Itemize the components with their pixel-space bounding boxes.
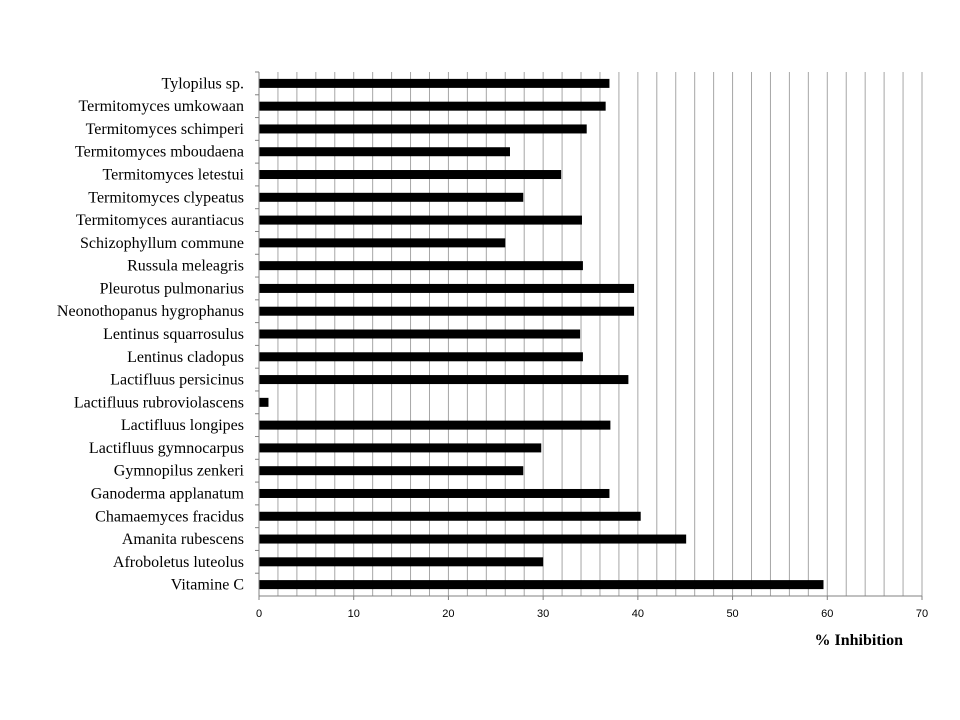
bar	[259, 375, 629, 385]
x-tick-label: 10	[348, 608, 360, 620]
bar	[259, 283, 635, 293]
x-tick-label: 0	[256, 608, 262, 620]
category-label: Chamaemyces fracidus	[95, 508, 244, 525]
category-label: Afroboletus luteolus	[113, 554, 244, 571]
category-label: Russula meleagris	[127, 258, 244, 275]
bar	[259, 78, 610, 88]
category-label: Lactifluus longipes	[121, 417, 244, 434]
x-tick-label: 70	[916, 608, 928, 620]
bar	[259, 192, 524, 202]
category-label: Amanita rubescens	[122, 531, 244, 548]
category-label: Lentinus squarrosulus	[103, 326, 244, 343]
category-label: Vitamine C	[171, 577, 244, 594]
bar	[259, 261, 583, 271]
bars	[259, 78, 824, 590]
x-axis-title: % Inhibition	[815, 632, 904, 649]
bar	[259, 580, 824, 590]
bar	[259, 101, 606, 111]
category-label: Lactifluus persicinus	[110, 372, 244, 389]
bar	[259, 238, 506, 248]
category-label: Termitomyces aurantiacus	[76, 212, 244, 229]
category-label: Gymnopilus zenkeri	[114, 463, 245, 480]
bar	[259, 329, 581, 339]
category-label: Schizophyllum commune	[80, 235, 244, 252]
category-label: Lentinus cladopus	[127, 349, 244, 366]
category-labels: Tylopilus sp. Termitomyces umkowaan Termit…	[57, 71, 259, 594]
x-tick-label: 40	[632, 608, 644, 620]
bar	[259, 534, 687, 544]
x-tick-label: 50	[726, 608, 738, 620]
bar	[259, 215, 582, 225]
bar	[259, 124, 587, 134]
bar	[259, 420, 611, 430]
category-label: Neonothopanus hygrophanus	[57, 303, 244, 320]
bar	[259, 557, 544, 567]
bar	[259, 397, 269, 407]
bar	[259, 443, 542, 453]
category-label: Termitomyces clypeatus	[88, 189, 244, 206]
category-label: Termitomyces mboudaena	[75, 144, 244, 161]
bar	[259, 147, 510, 157]
category-label: Ganoderma applanatum	[91, 485, 245, 502]
category-label: Tylopilus sp.	[162, 75, 244, 92]
category-label: Termitomyces schimperi	[86, 121, 245, 138]
bar	[259, 306, 635, 316]
category-label: Lactifluus gymnocarpus	[89, 440, 244, 457]
x-tick-label: 60	[821, 608, 833, 620]
x-tick-label: 30	[537, 608, 549, 620]
category-label: Lactifluus rubroviolascens	[74, 394, 244, 411]
bar	[259, 488, 610, 498]
bar	[259, 170, 562, 180]
x-tick-label: 20	[442, 608, 454, 620]
bar	[259, 466, 524, 476]
x-tick-labels: 0 10 20 30 40 50 60 70	[256, 596, 928, 620]
bar	[259, 352, 583, 362]
axes	[258, 72, 922, 597]
category-label: Pleurotus pulmonarius	[100, 280, 244, 297]
bar	[259, 511, 641, 521]
category-label: Termitomyces letestui	[102, 167, 244, 184]
category-label: Termitomyces umkowaan	[79, 98, 245, 115]
